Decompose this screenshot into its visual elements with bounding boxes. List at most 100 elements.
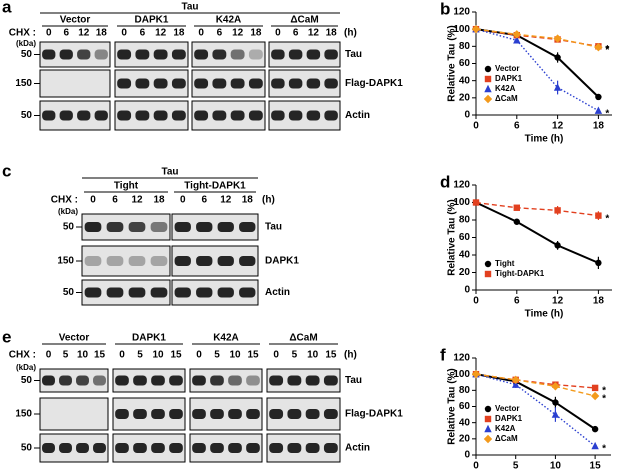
lane-label: 5 [214, 350, 220, 361]
lane-label: 12 [220, 195, 232, 206]
band [153, 49, 168, 60]
y-tick-label: 40 [459, 75, 471, 86]
legend-marker [484, 260, 492, 268]
band [151, 409, 165, 419]
data-point [551, 410, 560, 418]
band [246, 443, 260, 453]
band [150, 256, 168, 266]
legend-marker [483, 434, 493, 444]
mw-marker: 50 [63, 287, 75, 298]
x-tick-label: 5 [513, 461, 519, 472]
legend-marker [484, 424, 492, 433]
band [196, 287, 213, 298]
blot-strip [189, 368, 263, 393]
data-point [551, 382, 560, 391]
y-tick-label: 80 [459, 41, 471, 52]
lane-label: 0 [119, 350, 125, 361]
cols-label: CHX : [9, 350, 36, 361]
cols-label: CHX : [9, 28, 36, 39]
mw-marker: 50 [21, 375, 33, 386]
band [76, 443, 89, 453]
lane-label: 10 [307, 350, 319, 361]
x-tick-label: 0 [473, 461, 479, 472]
data-point [554, 207, 561, 214]
band [174, 287, 191, 298]
significance-mark: * [605, 45, 609, 56]
lane-label: 15 [247, 350, 259, 361]
x-tick-label: 18 [593, 296, 605, 307]
band [230, 49, 245, 60]
data-point [513, 218, 520, 225]
lane-label: 6 [112, 195, 118, 206]
legend-label: ΔCaM [495, 94, 518, 103]
blot-header: Tau [181, 2, 198, 13]
group-label: K42A [213, 333, 239, 344]
lane-label: 6 [293, 28, 299, 39]
band [271, 49, 285, 60]
mw-marker: 150 [15, 409, 32, 420]
legend-label: DAPK1 [495, 414, 523, 423]
y-tick-label: 60 [459, 232, 471, 243]
band [194, 49, 209, 60]
y-tick-label: 20 [459, 92, 471, 103]
x-tick-label: 12 [552, 121, 564, 132]
y-tick-label: 20 [459, 433, 471, 444]
band [217, 222, 234, 232]
band [248, 78, 263, 89]
lane-label: 0 [198, 28, 204, 39]
band [150, 222, 168, 232]
series-line [475, 201, 599, 217]
y-tick-label: 20 [459, 267, 471, 278]
band [192, 375, 206, 386]
row-label: Actin [265, 287, 290, 298]
cols-label: CHX : [51, 195, 78, 206]
band [135, 110, 150, 121]
mw-marker: 150 [15, 78, 32, 89]
series-line [475, 373, 596, 447]
band [169, 409, 183, 419]
lane-label: 18 [173, 28, 185, 39]
band [323, 409, 338, 419]
row-label: Actin [345, 443, 370, 454]
data-point [553, 83, 562, 91]
data-point [595, 259, 602, 267]
band [239, 287, 256, 298]
lane-label: 18 [242, 195, 254, 206]
group-label: Vector [60, 15, 91, 26]
lane-label: 5 [63, 350, 69, 361]
lane-label: 0 [196, 350, 202, 361]
lane-label: 5 [292, 350, 298, 361]
row-label: Tau [345, 375, 362, 386]
band [212, 49, 227, 60]
lane-label: 12 [155, 28, 167, 39]
lane-label: 12 [232, 28, 244, 39]
data-point [513, 36, 521, 44]
band [133, 443, 147, 453]
lane-label: 0 [46, 350, 52, 361]
band [153, 110, 168, 121]
band [248, 49, 263, 60]
band [239, 222, 256, 232]
band [269, 409, 284, 419]
row-label: Flag-DAPK1 [345, 409, 403, 420]
blot-header: Tau [161, 167, 178, 178]
panel-letter: a [2, 0, 12, 16]
legend-label: Vector [495, 404, 519, 413]
band [212, 78, 227, 89]
kda-label: (kDa) [58, 207, 78, 216]
band [171, 110, 186, 121]
data-point [591, 425, 599, 433]
data-point [511, 375, 520, 385]
row-label: Tau [265, 222, 282, 233]
band [133, 409, 147, 419]
band [135, 49, 150, 60]
band [151, 375, 165, 386]
mw-marker: 150 [57, 256, 74, 267]
unit-label: (h) [344, 350, 357, 361]
lane-label: 15 [325, 350, 337, 361]
blot-strip [266, 368, 341, 393]
band [59, 443, 72, 453]
band [77, 110, 91, 121]
band [174, 222, 191, 232]
